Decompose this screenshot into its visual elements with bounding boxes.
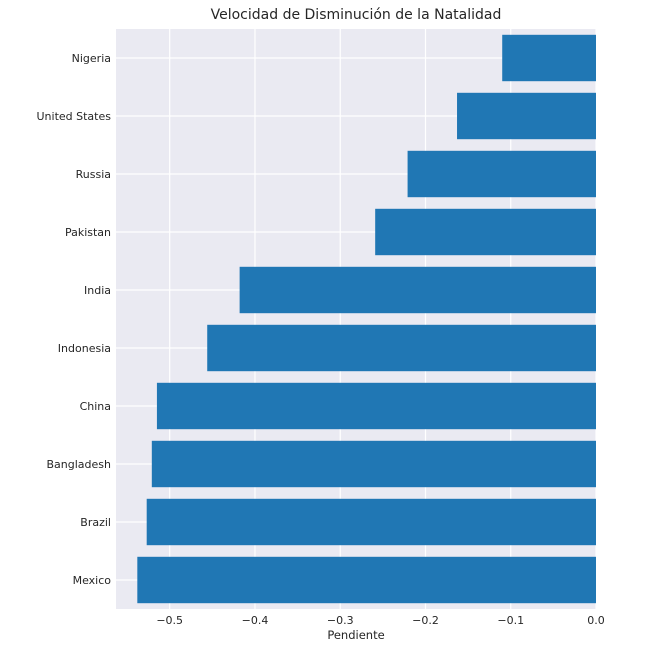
bar-united-states [457, 92, 596, 140]
bar-brazil [146, 498, 596, 546]
bar-nigeria [502, 34, 596, 82]
y-tick-label: Nigeria [72, 52, 111, 65]
bar-india [239, 266, 596, 314]
y-tick-label: Indonesia [58, 342, 111, 355]
bar-china [156, 382, 596, 430]
y-tick-label: Bangladesh [47, 458, 112, 471]
x-tick-label: −0.4 [242, 614, 269, 627]
y-tick-label: Pakistan [65, 226, 111, 239]
bar-mexico [137, 556, 596, 604]
bar-indonesia [207, 324, 596, 372]
bars [137, 34, 596, 604]
bar-bangladesh [151, 440, 596, 488]
y-tick-label: United States [37, 110, 112, 123]
y-tick-label: Mexico [73, 574, 112, 587]
y-tick-label: India [84, 284, 111, 297]
y-tick-labels: Mexico Brazil Bangladesh China Indonesia Indi… [37, 52, 112, 587]
bar-pakistan [375, 208, 596, 256]
bar-russia [407, 150, 596, 198]
x-tick-label: −0.2 [412, 614, 439, 627]
x-axis-label: Pendiente [327, 628, 384, 642]
y-tick-label: China [80, 400, 111, 413]
y-tick-label: Russia [76, 168, 111, 181]
x-tick-label: −0.3 [327, 614, 354, 627]
y-tick-label: Brazil [80, 516, 111, 529]
x-tick-labels: −0.5 −0.4 −0.3 −0.2 −0.1 0.0 [156, 614, 604, 627]
x-tick-label: 0.0 [587, 614, 605, 627]
x-tick-label: −0.5 [156, 614, 183, 627]
chart-title: Velocidad de Disminución de la Natalidad [211, 7, 502, 23]
x-tick-label: −0.1 [497, 614, 524, 627]
